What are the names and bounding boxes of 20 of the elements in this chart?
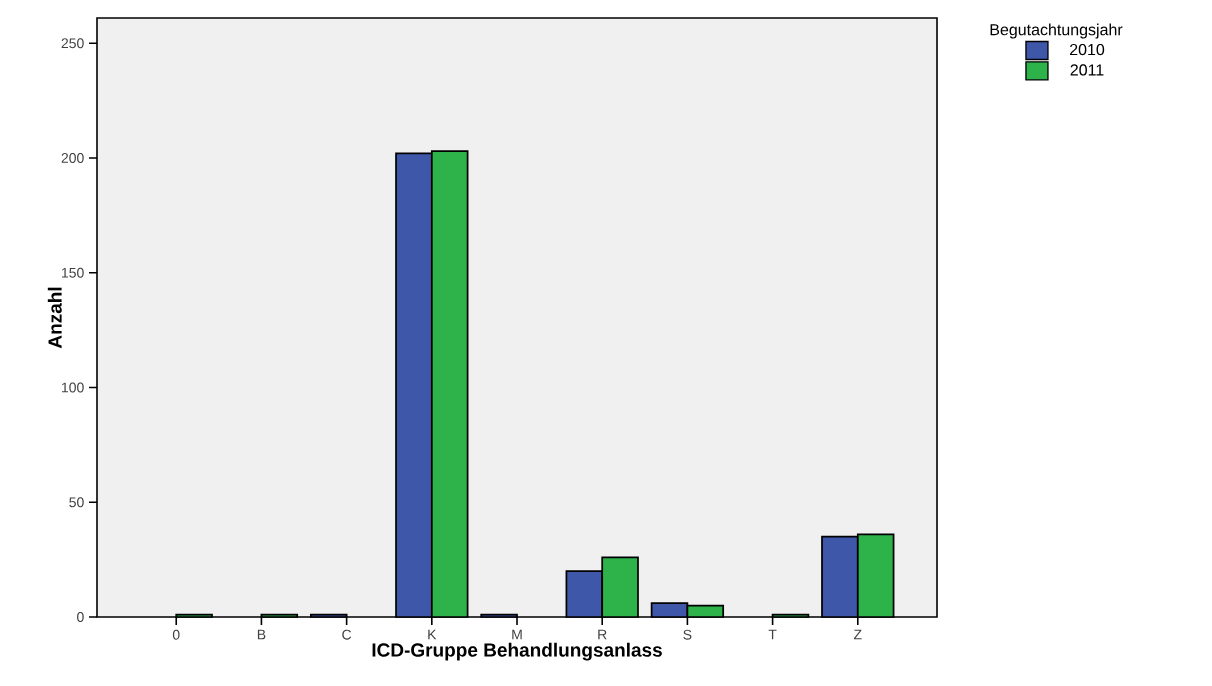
y-axis-title: Anzahl: [47, 287, 62, 349]
y-tick-label: 100: [62, 382, 84, 393]
y-tick-label: 0: [77, 612, 84, 622]
x-tick-label: 0: [172, 629, 180, 640]
x-tick-label: T: [768, 629, 777, 640]
legend-label: 2010: [1070, 43, 1105, 56]
x-tick-label: M: [512, 629, 522, 640]
x-tick-label: C: [342, 629, 352, 640]
x-tick-label: K: [428, 629, 437, 640]
y-tick-label: 150: [62, 267, 84, 278]
y-tick-label: 50: [69, 497, 84, 508]
x-tick-label: B: [257, 629, 266, 640]
x-tick-label: R: [598, 629, 607, 640]
legend-title: Begutachtungsjahr: [990, 23, 1123, 39]
x-tick-label: S: [683, 629, 692, 640]
y-tick-label: 250: [61, 38, 84, 49]
legend-label: 2011: [1070, 64, 1104, 76]
y-tick-label: 200: [61, 153, 84, 163]
x-axis-title: ICD-Gruppe Behandlungsanlass: [372, 642, 662, 661]
x-tick-label: Z: [853, 629, 862, 640]
